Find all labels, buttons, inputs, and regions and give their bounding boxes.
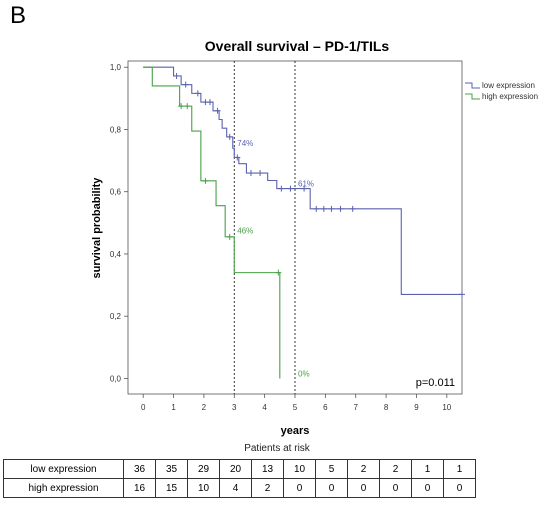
x-tick-label: 8 (384, 403, 389, 412)
censor-mark (194, 90, 201, 97)
risk-cell: 35 (155, 459, 188, 479)
legend-label: low expression (482, 81, 535, 90)
survival-annotation: 61% (298, 180, 314, 189)
risk-cell: 15 (155, 478, 188, 498)
panel-label: B (10, 2, 27, 29)
risk-table: low expression 36 35 29 20 13 10 5 2 2 1 1 high expr… (3, 459, 476, 498)
censor-mark (349, 205, 356, 212)
survival-curve (143, 66, 281, 379)
censor-mark (226, 233, 233, 240)
risk-cell: 2 (251, 478, 284, 498)
risk-cell: 2 (347, 459, 380, 479)
risk-cell: 36 (123, 459, 156, 479)
x-tick-label: 6 (323, 403, 328, 412)
x-tick-label: 0 (141, 403, 146, 412)
x-tick-label: 3 (232, 403, 237, 412)
x-tick-label: 9 (414, 403, 419, 412)
survival-annotation: 46% (237, 226, 253, 235)
y-axis: 0,0 0,2 0,4 0,6 0,8 1,0 (110, 63, 128, 383)
censor-mark (182, 81, 189, 88)
censor-mark (214, 107, 221, 114)
reference-lines (233, 61, 296, 394)
risk-cell: 10 (187, 478, 220, 498)
x-tick-label: 1 (171, 403, 176, 412)
risk-table-title: Patients at risk (244, 443, 310, 454)
risk-cell: 4 (219, 478, 252, 498)
risk-table-row: low expression 36 35 29 20 13 10 5 2 2 1 1 (3, 459, 476, 479)
censor-mark (184, 103, 191, 110)
censor-mark (275, 269, 282, 276)
risk-cell: 20 (219, 459, 252, 479)
y-tick-label: 0,4 (110, 250, 122, 259)
series-layer: 74% 61% 46% 0% (143, 66, 465, 379)
censor-mark (459, 291, 465, 298)
y-tick-label: 1,0 (110, 63, 122, 72)
censor-mark (206, 99, 213, 106)
risk-cell: 0 (315, 478, 348, 498)
risk-table-row: high expression 16 15 10 4 2 0 0 0 0 0 0 (3, 478, 476, 498)
risk-cell: 0 (379, 478, 412, 498)
survival-annotation: 0% (298, 369, 310, 378)
risk-cell: 1 (411, 459, 444, 479)
risk-cell: 0 (443, 478, 476, 498)
x-tick-label: 10 (442, 403, 451, 412)
p-value: p=0.011 (416, 377, 455, 389)
censor-mark (278, 185, 285, 192)
censor-mark (287, 185, 294, 192)
x-axis: 0 1 2 3 4 5 6 7 8 9 10 (141, 394, 452, 412)
censor-mark (257, 170, 264, 177)
risk-cell: 5 (315, 459, 348, 479)
y-axis-label: survival probability (91, 177, 103, 279)
risk-row-label: high expression (3, 478, 124, 498)
y-tick-label: 0,2 (110, 312, 122, 321)
risk-cell: 0 (411, 478, 444, 498)
censor-mark (247, 170, 254, 177)
censor-mark (313, 205, 320, 212)
x-axis-label: years (281, 425, 310, 437)
legend-label: high expression (482, 92, 538, 101)
x-tick-label: 7 (354, 403, 359, 412)
x-tick-label: 4 (262, 403, 267, 412)
legend: low expression high expression (465, 81, 538, 101)
risk-cell: 13 (251, 459, 284, 479)
censor-mark (320, 205, 327, 212)
survival-annotation: 74% (237, 139, 253, 148)
y-tick-label: 0,0 (110, 374, 122, 383)
y-tick-label: 0,6 (110, 188, 122, 197)
risk-cell: 0 (283, 478, 316, 498)
censor-mark (202, 177, 209, 184)
censor-mark (328, 205, 335, 212)
risk-cell: 1 (443, 459, 476, 479)
x-tick-label: 5 (293, 403, 298, 412)
legend-swatch (465, 93, 480, 100)
risk-cell: 0 (347, 478, 380, 498)
legend-swatch (465, 82, 480, 89)
x-tick-label: 2 (202, 403, 207, 412)
chart-title: Overall survival – PD-1/TILs (205, 38, 390, 54)
censor-mark (173, 72, 180, 79)
censor-mark (301, 185, 308, 192)
risk-row-label: low expression (3, 459, 124, 479)
censor-mark (337, 205, 344, 212)
censor-mark (178, 103, 185, 110)
km-chart: Overall survival – PD-1/TILs 0,00,20,40,… (91, 38, 538, 437)
censor-mark (226, 133, 233, 140)
risk-cell: 16 (123, 478, 156, 498)
risk-cell: 29 (187, 459, 220, 479)
y-tick-label: 0,8 (110, 125, 122, 134)
censor-mark (234, 154, 241, 161)
risk-cell: 10 (283, 459, 316, 479)
risk-cell: 2 (379, 459, 412, 479)
